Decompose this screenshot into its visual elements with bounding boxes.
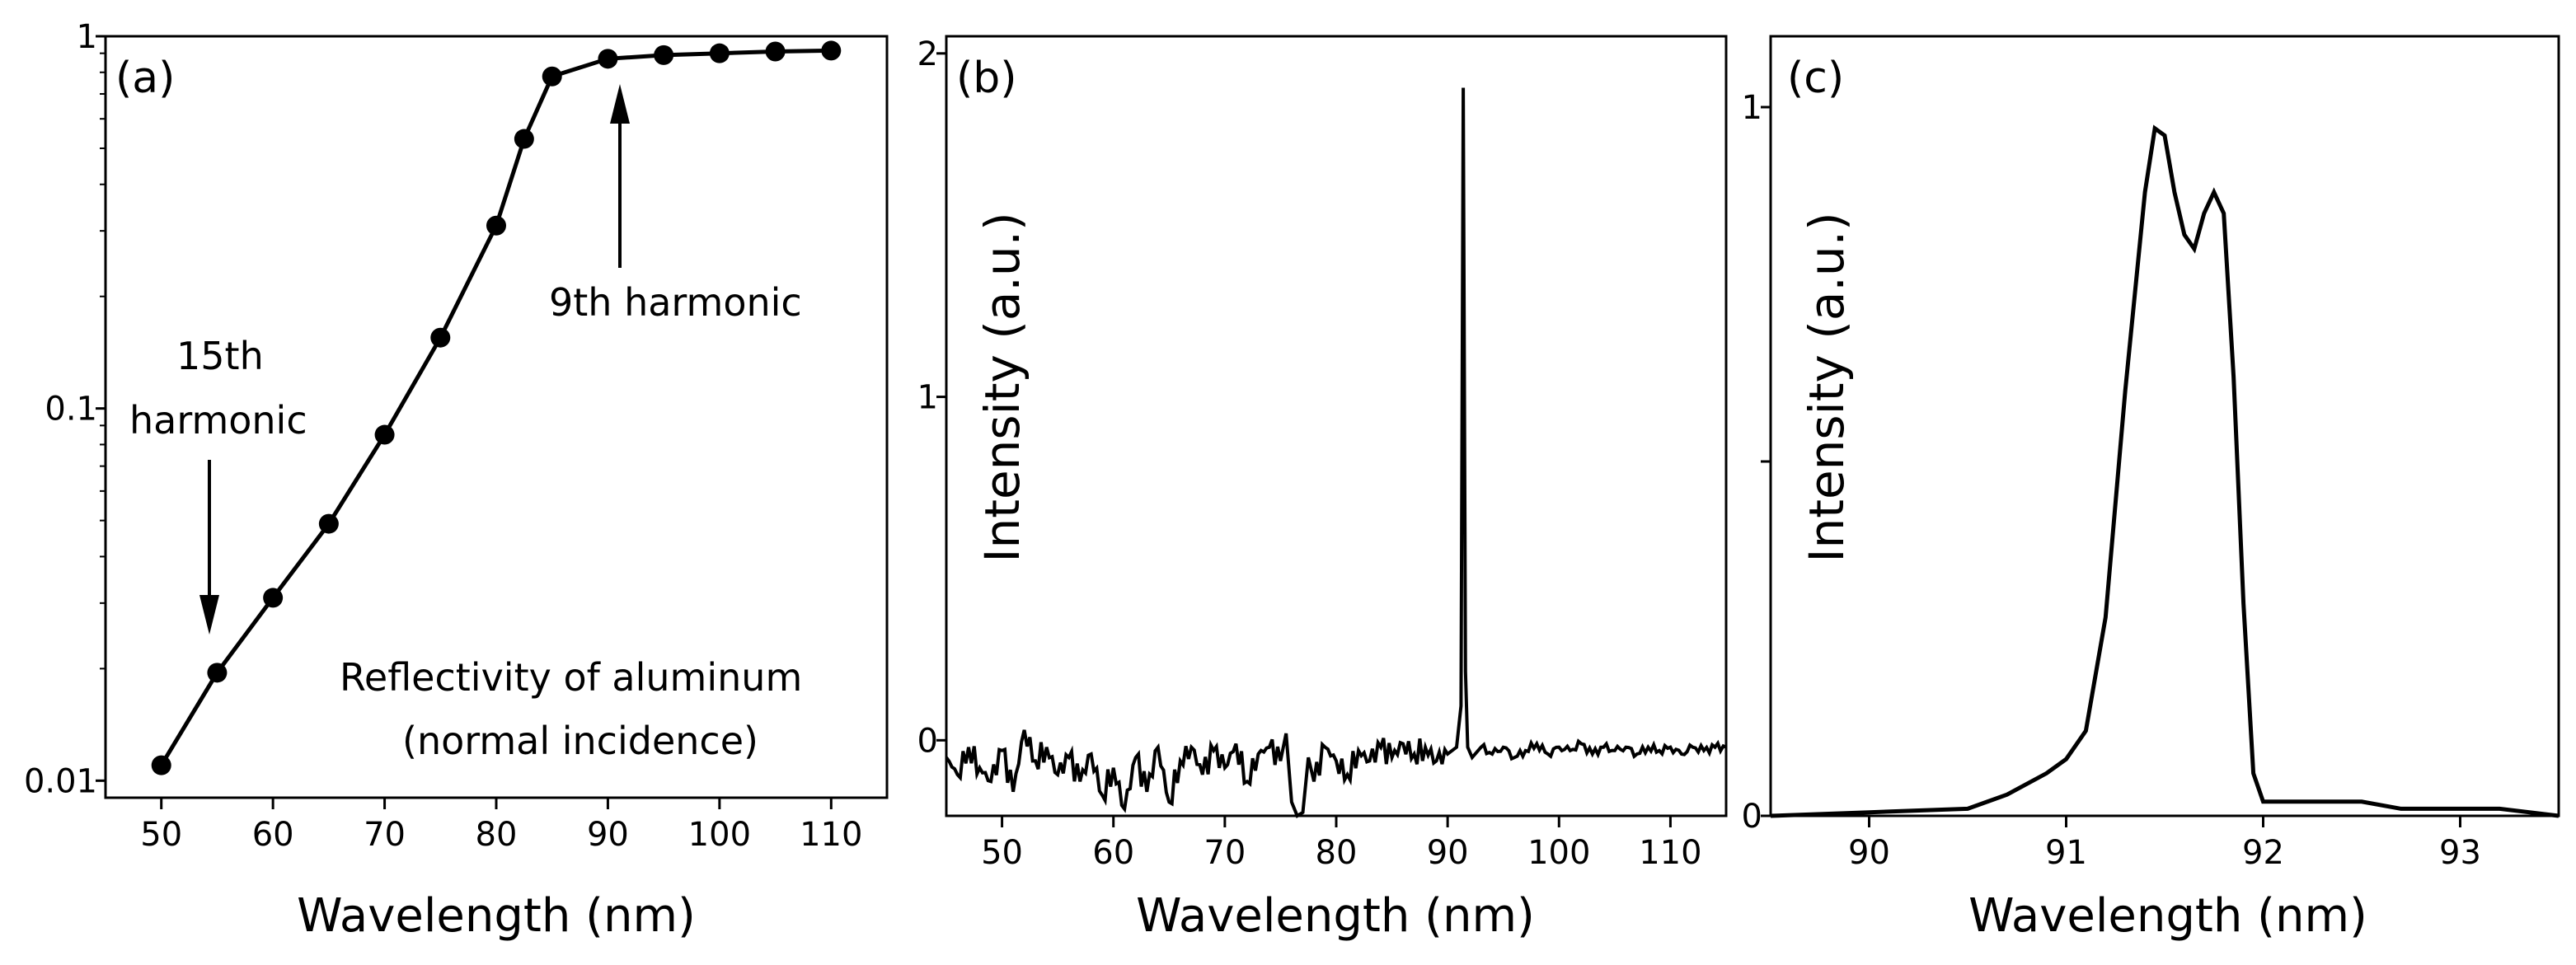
panel-c-xtick-label: 93: [2439, 834, 2481, 872]
panel-b-ylabel: Intensity (a.u.): [974, 212, 1030, 562]
panel-c-label: (c): [1787, 54, 1844, 103]
data-point: [542, 66, 562, 87]
data-point: [486, 215, 506, 236]
panel-a-frame: [104, 35, 889, 799]
panel-b-xtick-label: 90: [1427, 834, 1469, 872]
data-point: [263, 588, 284, 608]
panel-c-xtick-label: 90: [1848, 834, 1890, 872]
data-point: [765, 41, 786, 62]
data-point: [821, 40, 842, 61]
panel-b-xtick-label: 100: [1527, 834, 1590, 872]
data-point: [709, 43, 730, 63]
panel-a-xtick-label: 60: [252, 816, 294, 854]
panel-c: 90 91 92 93 0 1 (c) Intensity (a.u.) Waveleng…: [1742, 35, 2560, 943]
panel-b-ticks: 50 60 70 80 90 100 110 0 1 2: [917, 35, 1702, 872]
panel-b-label: (b): [956, 54, 1017, 103]
panel-b-xtick-label: 110: [1639, 834, 1701, 872]
panel-a-ytick-label: 0.1: [45, 391, 97, 429]
panel-a-ticks: 50 60 70 80 90 100 110 0.01 0.1 1: [24, 18, 863, 854]
caption-reflectivity: Reflectivity of aluminum: [340, 655, 802, 700]
annotation-harmonic: harmonic: [129, 398, 307, 443]
panel-c-ytick-label: 1: [1742, 89, 1762, 127]
panel-a-xtick-label: 70: [364, 816, 406, 854]
panel-c-ticks: 90 91 92 93 0 1: [1742, 89, 2481, 872]
panel-a-xtick-label: 90: [587, 816, 629, 854]
panel-b: 50 60 70 80 90 100 110 0 1 2 (b) Intensity (a.u.)…: [917, 35, 1728, 943]
data-point: [207, 663, 228, 683]
panel-b-xtick-label: 80: [1316, 834, 1358, 872]
panel-a-ytick-label: 0.01: [24, 762, 97, 800]
data-point: [654, 45, 674, 65]
panel-b-xtick-label: 50: [981, 834, 1023, 872]
data-point: [598, 49, 618, 69]
panel-a-xtick-label: 100: [688, 816, 751, 854]
panel-c-ylabel: Intensity (a.u.): [1799, 212, 1855, 562]
panel-c-xtick-label: 91: [2045, 834, 2087, 872]
spectrum-zoom-line: [1770, 124, 2560, 818]
data-point: [514, 129, 534, 149]
panel-a-xtick-label: 110: [800, 816, 862, 854]
panel-b-ytick-label: 2: [917, 35, 938, 73]
panel-a-xtick-label: 80: [476, 816, 518, 854]
panel-a-xtick-label: 50: [140, 816, 182, 854]
panel-b-ytick-label: 1: [917, 379, 938, 417]
arrow-15th-harmonic: [199, 460, 219, 635]
panel-a: 50 60 70 80 90 100 110 0.01 0.1 1 (a) 15th harmon…: [24, 18, 889, 943]
panel-a-ytick-label: 1: [77, 18, 97, 56]
panel-c-frame: [1769, 35, 2560, 817]
panel-c-xtick-label: 92: [2242, 834, 2284, 872]
panel-c-xlabel: Wavelength (nm): [1968, 889, 2367, 943]
panel-a-label: (a): [115, 54, 175, 103]
arrow-9th-harmonic: [610, 84, 630, 268]
panel-a-xlabel: Wavelength (nm): [297, 889, 696, 943]
panel-b-xlabel: Wavelength (nm): [1136, 889, 1535, 943]
panel-c-ytick-label: 0: [1742, 798, 1762, 836]
data-point: [318, 513, 339, 534]
data-point: [430, 327, 451, 348]
annotation-9th-harmonic: 9th harmonic: [549, 280, 802, 325]
caption-normal-incidence: (normal incidence): [402, 719, 758, 763]
panel-b-ytick-label: 0: [917, 722, 938, 760]
spectrum-line: [945, 87, 1727, 818]
panel-b-xtick-label: 70: [1204, 834, 1246, 872]
panel-b-frame: [945, 35, 1728, 817]
data-point: [374, 424, 395, 445]
data-point: [151, 755, 171, 775]
reflectivity-points: [151, 40, 842, 775]
annotation-15th: 15th: [176, 334, 264, 378]
panel-b-xtick-label: 60: [1092, 834, 1134, 872]
